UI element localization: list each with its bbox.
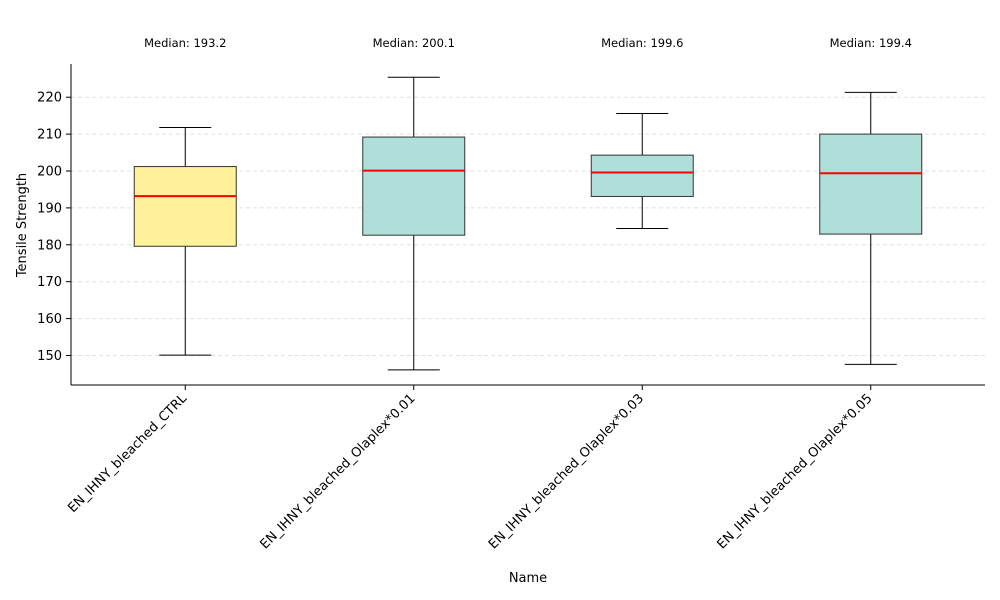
x-axis-label: Name: [509, 571, 547, 586]
y-ticks: 150 160 170 180 190 200 210 220: [37, 91, 71, 364]
median-labels: Median: 193.2 Median: 200.1 Median: 199.6 M…: [144, 36, 912, 50]
median-annotation: Median: 199.6: [601, 36, 683, 50]
box-group: [819, 91, 923, 365]
y-axis-label: Tensile Strength: [15, 173, 30, 278]
grid-lines: [71, 96, 985, 356]
axes: [70, 64, 985, 386]
median-annotation: Median: 193.2: [144, 36, 226, 50]
box-group: [590, 112, 694, 230]
y-tick-label: 190: [37, 201, 62, 216]
median-annotation: Median: 199.4: [830, 36, 912, 50]
y-tick-label: 210: [37, 128, 62, 143]
box-group: [133, 126, 237, 356]
box-iqr: [362, 136, 466, 236]
box-iqr: [590, 154, 694, 197]
y-tick-label: 200: [37, 165, 62, 180]
x-tick-label: EN_IHNY_bleached_CTRL: [65, 391, 190, 516]
box-iqr: [819, 133, 923, 235]
box-iqr: [133, 166, 237, 247]
y-tick-label: 150: [37, 349, 62, 364]
y-tick-label: 220: [37, 91, 62, 106]
x-tick-label: EN_IHNY_bleached_Olaplex*0.05: [715, 391, 876, 552]
x-tick-label: EN_IHNY_bleached_Olaplex*0.03: [486, 391, 647, 552]
x-ticks: EN_IHNY_bleached_CTRL EN_IHNY_bleached_Ol…: [65, 385, 876, 552]
box-group: [362, 76, 466, 371]
x-tick-label: EN_IHNY_bleached_Olaplex*0.01: [258, 391, 419, 552]
boxes: [133, 76, 923, 371]
median-annotation: Median: 200.1: [373, 36, 455, 50]
y-tick-label: 170: [37, 275, 62, 290]
y-tick-label: 180: [37, 238, 62, 253]
y-tick-label: 160: [37, 312, 62, 327]
